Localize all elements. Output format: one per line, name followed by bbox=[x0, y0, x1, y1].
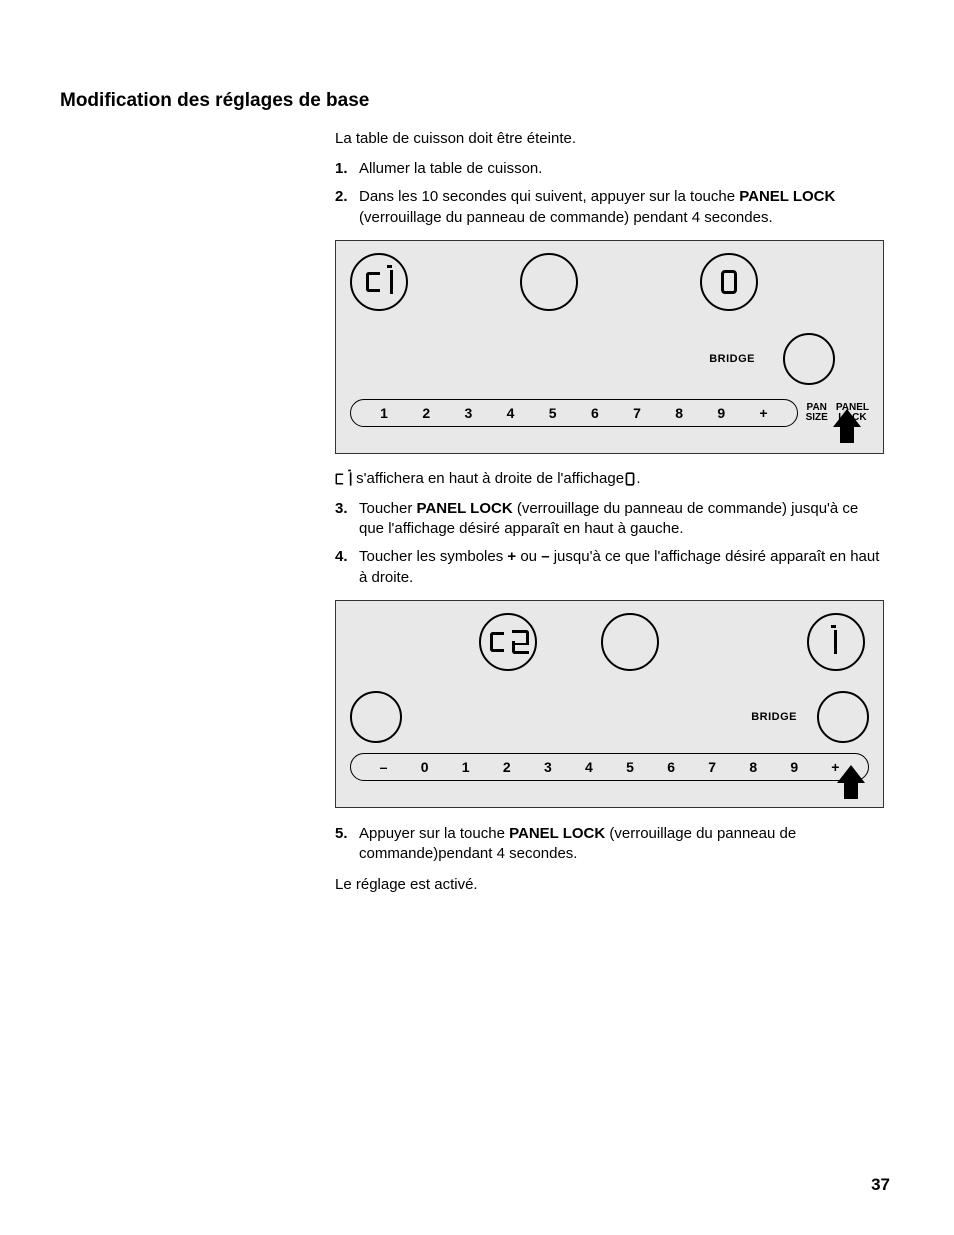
slider-mark: 1 bbox=[363, 405, 405, 421]
arrow-stem-icon bbox=[840, 427, 854, 443]
page-number: 37 bbox=[871, 1175, 890, 1195]
arrow-stem-icon bbox=[844, 783, 858, 799]
arrow-up-icon bbox=[837, 765, 865, 783]
slider-mark: 4 bbox=[489, 405, 531, 421]
panel-lock-label: PANEL LOCK bbox=[509, 825, 605, 842]
display-circle-empty bbox=[520, 253, 578, 311]
t: Dans les 10 secondes qui suivent, appuye… bbox=[359, 188, 739, 205]
slider-mark: 8 bbox=[658, 405, 700, 421]
control-panel-diagram-2: BRIDGE –0123456789+ bbox=[335, 600, 884, 808]
step-number: 2. bbox=[335, 187, 359, 228]
t: s'affichera en haut à droite de l'affich… bbox=[356, 470, 628, 487]
level-slider: 123456789+ bbox=[350, 399, 798, 427]
t: Appuyer sur la touche bbox=[359, 825, 509, 842]
knob-circle bbox=[783, 333, 835, 385]
step-text: Dans les 10 secondes qui suivent, appuye… bbox=[359, 187, 884, 228]
minus-symbol: – bbox=[541, 548, 549, 565]
display-circle-empty bbox=[601, 613, 659, 671]
slider-mark: 8 bbox=[733, 759, 774, 775]
display-circle-0 bbox=[700, 253, 758, 311]
seg-2-icon bbox=[512, 630, 526, 654]
t: ou bbox=[516, 548, 541, 565]
bridge-label: BRIDGE bbox=[751, 711, 797, 723]
t: (verrouillage du panneau de commande) pe… bbox=[359, 209, 773, 226]
seg-c-icon bbox=[490, 632, 504, 652]
seg-1-icon bbox=[834, 630, 837, 654]
slider-mark: 2 bbox=[405, 405, 447, 421]
step-1: 1. Allumer la table de cuisson. bbox=[335, 159, 884, 179]
inline-c1-icon bbox=[336, 472, 352, 485]
slider-mark: 5 bbox=[532, 405, 574, 421]
step-number: 5. bbox=[335, 824, 359, 865]
step-text: Appuyer sur la touche PANEL LOCK (verrou… bbox=[359, 824, 884, 865]
plus-symbol: + bbox=[507, 548, 516, 565]
seg-1-icon bbox=[390, 270, 393, 294]
knob-circle bbox=[350, 691, 402, 743]
intro-text: La table de cuisson doit être éteinte. bbox=[335, 130, 884, 147]
slider-mark: 7 bbox=[616, 405, 658, 421]
seg-c-icon bbox=[366, 272, 380, 292]
step-2: 2. Dans les 10 secondes qui suivent, app… bbox=[335, 187, 884, 228]
content-column: La table de cuisson doit être éteinte. 1… bbox=[335, 130, 884, 893]
step-text: Allumer la table de cuisson. bbox=[359, 159, 884, 179]
slider-mark: + bbox=[742, 405, 784, 421]
step-number: 1. bbox=[335, 159, 359, 179]
slider-mark: 9 bbox=[774, 759, 815, 775]
slider-mark: – bbox=[363, 759, 404, 775]
step-4: 4. Toucher les symboles + ou – jusqu'à c… bbox=[335, 547, 884, 588]
control-panel-diagram-1: BRIDGE 123456789+ PAN SIZE PANEL LOCK bbox=[335, 240, 884, 454]
panel-lock-label: PANEL LOCK bbox=[739, 188, 835, 205]
step-text: Toucher les symboles + ou – jusqu'à ce q… bbox=[359, 547, 884, 588]
slider-mark: 3 bbox=[447, 405, 489, 421]
step-3: 3. Toucher PANEL LOCK (verrouillage du p… bbox=[335, 499, 884, 540]
arrow-up-icon bbox=[833, 409, 861, 427]
panel-lock-label: PANEL LOCK bbox=[417, 500, 513, 517]
closing-text: Le réglage est activé. bbox=[335, 876, 884, 893]
slider-mark: 9 bbox=[700, 405, 742, 421]
display-note: s'affichera en haut à droite de l'affich… bbox=[335, 470, 884, 487]
bridge-label: BRIDGE bbox=[709, 353, 755, 365]
slider-mark: 6 bbox=[574, 405, 616, 421]
step-number: 3. bbox=[335, 499, 359, 540]
pan-size-label: PAN SIZE bbox=[806, 403, 828, 423]
t: . bbox=[636, 470, 640, 487]
seg-0-icon bbox=[721, 270, 737, 294]
level-slider: –0123456789+ bbox=[350, 753, 869, 781]
slider-mark: 7 bbox=[692, 759, 733, 775]
display-circle-c2 bbox=[479, 613, 537, 671]
knob-circle bbox=[817, 691, 869, 743]
section-heading: Modification des réglages de base bbox=[60, 90, 894, 112]
slider-mark: 0 bbox=[404, 759, 445, 775]
slider-mark: 5 bbox=[609, 759, 650, 775]
slider-mark: 6 bbox=[651, 759, 692, 775]
t: Toucher les symboles bbox=[359, 548, 507, 565]
display-circle-c1 bbox=[350, 253, 408, 311]
step-text: Toucher PANEL LOCK (verrouillage du pann… bbox=[359, 499, 884, 540]
slider-mark: 4 bbox=[568, 759, 609, 775]
step-number: 4. bbox=[335, 547, 359, 588]
step-5: 5. Appuyer sur la touche PANEL LOCK (ver… bbox=[335, 824, 884, 865]
t: Toucher bbox=[359, 500, 417, 517]
inline-0-icon bbox=[626, 472, 635, 485]
slider-mark: 2 bbox=[486, 759, 527, 775]
slider-mark: 3 bbox=[527, 759, 568, 775]
display-circle-1 bbox=[807, 613, 865, 671]
slider-mark: 1 bbox=[445, 759, 486, 775]
